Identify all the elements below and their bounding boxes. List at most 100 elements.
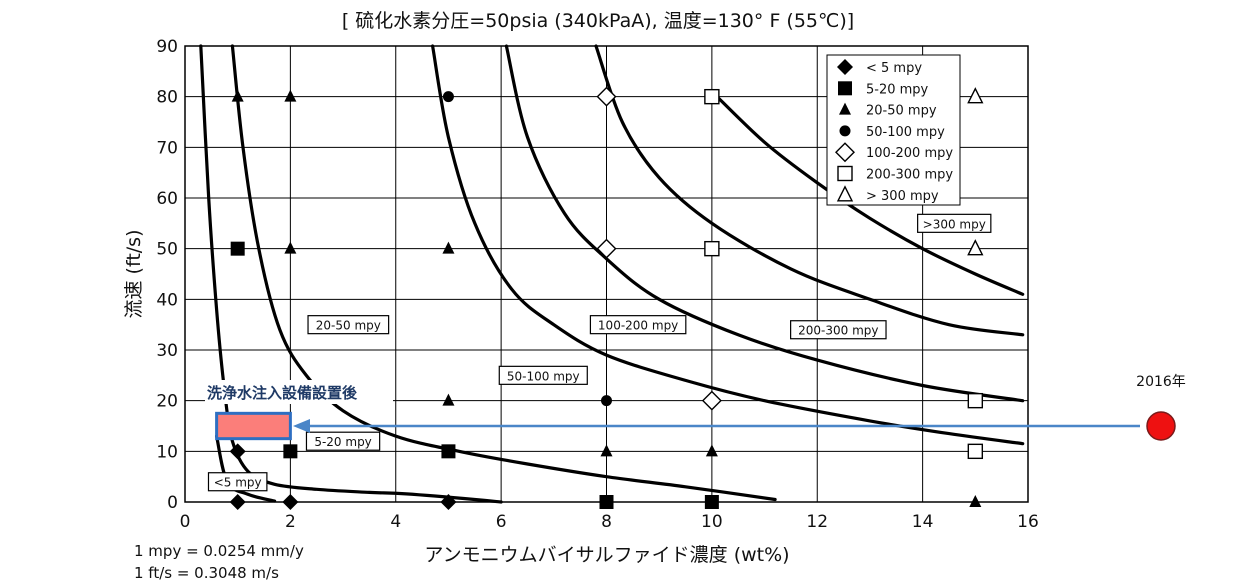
y-tick-label: 30 [156,341,178,361]
x-tick-label: 6 [496,512,507,532]
point-20-50-mpy-mpy [705,444,718,457]
x-tick-label: 14 [912,512,934,532]
region-label: 5-20 mpy [305,431,381,451]
legend-label: 100-200 mpy [866,146,953,161]
region-label: 200-300 mpy [790,320,887,340]
point-200-300-mpy-mpy [704,88,720,105]
footnote-mpy: 1 mpy = 0.0254 mm/y [134,542,304,560]
region-label-box [305,431,381,451]
arrow-head [293,419,310,433]
point-200-300-mpy-mpy [704,240,720,257]
point-5-20-mpy-mpy [283,444,298,459]
point-20-50-mpy-mpy [442,241,455,254]
data-points [229,86,984,510]
highlight-label: 洗浄水注入設備設置後 [207,384,358,402]
point-5-mpy-mpy [229,443,246,460]
boundary-curve-6 [594,44,1025,337]
x-tick-label: 4 [390,512,401,532]
legend-label: > 300 mpy [866,189,939,204]
y-tick-label: 50 [156,240,178,260]
boundary-curve-4 [431,44,1025,446]
chart-title: [ 硫化水素分圧=50psia (340kPaA), 温度=130° F (55… [342,10,854,32]
legend-marker [837,59,853,75]
footnote-fts: 1 ft/s = 0.3048 m/s [134,564,279,582]
region-label-box [917,213,992,233]
region-label: 100-200 mpy [589,315,687,335]
x-tick-label: 8 [601,512,612,532]
point-20-50-mpy-mpy [231,89,244,102]
legend-marker [838,81,852,96]
region-label-box [307,315,390,335]
highlight-label-bg [205,380,393,404]
region-label-box [207,472,268,492]
y-axis-label: 流速 (ft/s) [123,230,145,319]
boundary-curve-2 [199,44,503,504]
region-label-box [498,365,588,385]
legend-marker [835,142,855,163]
legend-label: 5-20 mpy [866,82,929,97]
point-5-20-mpy-mpy [441,444,456,459]
region-label-box [790,320,887,340]
point-300-mpy-mpy [967,87,984,104]
region-label-text: <5 mpy [214,476,262,490]
point-100-200-mpy-mpy [701,390,722,411]
point-100-200-mpy-mpy [596,238,617,259]
year-2016-label: 2016年 [1136,374,1186,390]
point-20-50-mpy-mpy [442,393,455,406]
legend-marker [836,185,854,202]
x-tick-label: 16 [1017,512,1039,532]
y-tick-label: 10 [156,442,178,462]
region-label-text: 20-50 mpy [316,319,381,333]
region-label-text: 100-200 mpy [598,319,678,333]
annotations: 2016年 洗浄水注入設備設置後 [205,374,1186,441]
region-label: 20-50 mpy [307,315,390,335]
x-tick-label: 10 [701,512,723,532]
y-tick-label: 20 [156,392,178,412]
region-label: >300 mpy [917,213,992,233]
y-tick-label: 90 [156,37,178,57]
y-tick-label: 0 [167,493,178,513]
point-200-300-mpy-mpy [967,443,984,460]
point-50-100-mpy-mpy [442,91,454,103]
axis-ticks: 0 2 4 6 8 10 12 14 16 0 10 20 30 40 50 60 70 80 90 [156,37,1038,532]
region-label-text: 200-300 mpy [798,324,878,338]
post-installation-box [215,411,292,441]
point-20-50-mpy-mpy [969,495,982,507]
point-20-50-mpy-mpy [284,241,297,254]
legend-marker [839,102,851,115]
legend: < 5 mpy 5-20 mpy 20-50 mpy 50-100 mpy 100-20… [826,54,961,206]
point-100-200-mpy-mpy [596,86,617,107]
region-labels: <5 mpy 5-20 mpy 20-50 mpy 50-100 mpy 100-200… [207,213,992,492]
y-tick-label: 80 [156,88,178,108]
boundary-curve-7 [710,90,1025,296]
legend-label: < 5 mpy [866,61,922,76]
point-5-20-mpy-mpy [230,241,245,256]
legend-label: 200-300 mpy [866,168,953,183]
point-200-300-mpy-mpy [967,392,984,409]
legend-label: 20-50 mpy [866,104,937,119]
region-label: 50-100 mpy [498,365,588,385]
x-tick-label: 0 [180,512,191,532]
point-300-mpy-mpy [967,239,984,256]
x-tick-label: 2 [285,512,296,532]
boundary-curve-5 [504,44,1025,403]
legend-label: 50-100 mpy [866,125,945,140]
legend-marker [839,125,851,137]
legend-marker [837,165,853,182]
region-label-text: >300 mpy [923,217,986,231]
region-label-text: 5-20 mpy [314,435,371,449]
year-2016-marker [1146,411,1176,441]
y-tick-label: 40 [156,290,178,310]
point-20-50-mpy-mpy [284,89,297,102]
region-label: <5 mpy [207,472,268,492]
y-tick-label: 60 [156,189,178,209]
point-20-50-mpy-mpy [600,444,613,457]
y-tick-label: 70 [156,138,178,158]
boundary-curves [199,44,1025,504]
x-tick-label: 12 [806,512,828,532]
plot-frame [184,45,1029,503]
region-label-box [589,315,687,335]
x-axis-label: アンモニウムバイサルファイド濃度 (wt%) [424,544,789,566]
point-50-100-mpy-mpy [601,395,612,407]
